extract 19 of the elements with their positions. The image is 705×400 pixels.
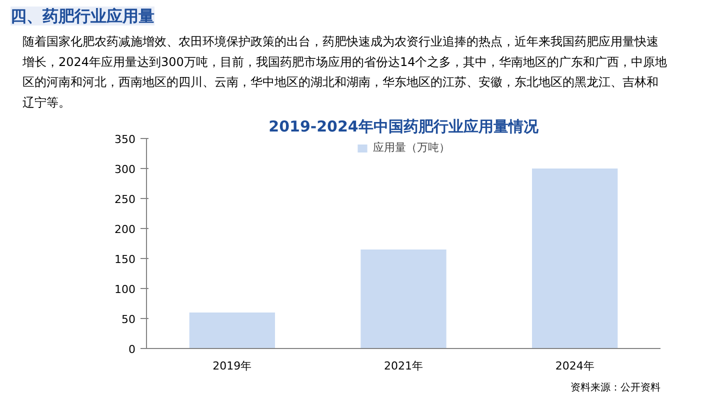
bar — [189, 312, 275, 348]
chart-title: 2019-2024年中国药肥行业应用量情况 — [268, 118, 540, 136]
y-tick-label: 200 — [114, 223, 136, 236]
y-tick-label: 0 — [128, 343, 136, 356]
y-tick-label: 350 — [114, 133, 136, 146]
x-tick-label: 2019年 — [212, 360, 252, 372]
y-tick-label: 50 — [122, 313, 136, 326]
bar — [360, 250, 446, 348]
y-tick-label: 250 — [114, 193, 136, 206]
x-tick-label: 2021年 — [384, 360, 424, 372]
y-tick-label: 150 — [114, 253, 136, 266]
legend-label: 应用量（万吨） — [373, 140, 450, 155]
y-tick-label: 100 — [114, 283, 136, 296]
text: 资料来源：公开资料 — [570, 382, 660, 394]
x-tick-label: 2024年 — [555, 360, 594, 372]
text: 随着国家化肥农药减施增效、农田环境保护政策的出台，药肥快速成为农资行业追捧的热点，近年来我国药肥应用量快速增长，2024年应用量达到300万吨，目前，我国药肥市场应用的省份达14个之多，其中，华南地区的广东和广西，中原地区的河南和河北，西南地区的四川、云南，华中地区的湖北和湖南，华东地区的江苏、安徽，东北地区的黑龙江、吉林和辽宁等。 — [22, 34, 668, 110]
text: 四、药肥行业应用量 — [10, 6, 154, 26]
y-tick-label: 300 — [114, 163, 136, 176]
bar — [532, 168, 618, 348]
